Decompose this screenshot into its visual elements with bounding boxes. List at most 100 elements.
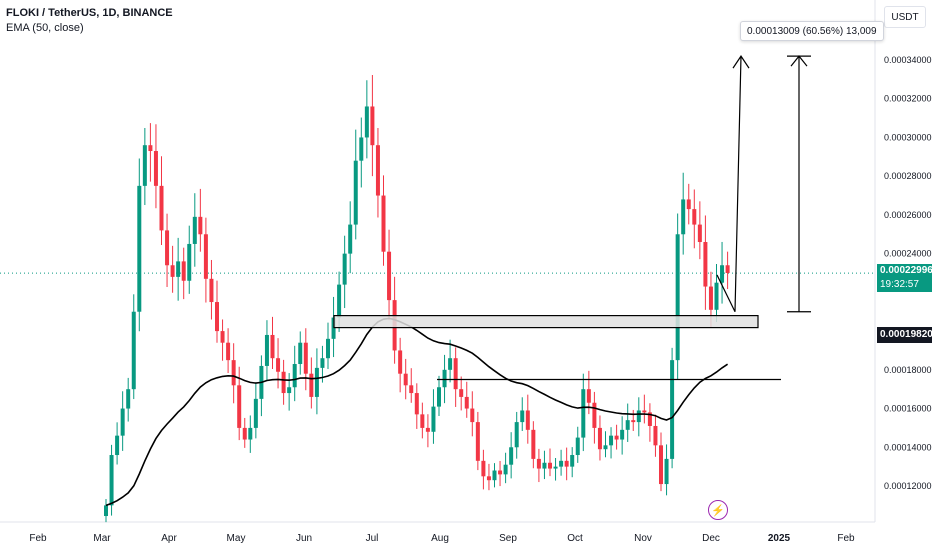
price-range-measure[interactable] [787,55,811,313]
candle [670,347,675,469]
candle [697,201,702,260]
x-tick-label: Feb [29,533,47,544]
candle [364,80,369,159]
candle [437,375,441,416]
candle [398,337,403,393]
candle [553,458,558,481]
candle [148,123,153,182]
candle [287,373,292,411]
candle [509,432,514,479]
candle [270,316,275,370]
candle [675,213,680,380]
candle [659,432,663,492]
candle [226,328,231,374]
y-tick-label: 0.00014000 [884,442,932,452]
candle [203,217,208,303]
candle [359,117,364,188]
candle [525,394,530,444]
currency-badge[interactable]: USDT [884,6,926,28]
candle [503,452,508,484]
candle [409,368,414,403]
current-price-tag: 0.00022996 19:32:57 [877,264,932,292]
candle [353,129,358,240]
candle [215,280,219,343]
ema-line [105,317,729,507]
candle [570,447,575,478]
candle [126,377,131,422]
candle [581,373,586,452]
candle [592,391,597,444]
candle [475,411,480,471]
candle [187,225,192,294]
candle [220,319,225,361]
candles [104,75,730,523]
candle [348,201,353,274]
x-axis-ticks: Feb Mar Apr May Jun Jul Aug Sep Oct Nov Dec 2025 Feb [29,533,855,544]
candle [153,124,158,209]
candle [109,444,114,516]
candle [303,328,308,391]
level-price-tag: 0.00019820 [877,327,932,343]
candle [614,424,619,450]
candle [403,358,408,400]
candle [170,245,175,293]
x-tick-label: Jul [366,533,379,544]
candle [609,427,614,459]
candle [720,241,725,304]
candle [647,403,652,442]
candle [514,411,519,459]
candle [520,397,525,431]
y-tick-label: 0.00030000 [884,132,932,142]
candle [253,382,258,439]
candle [425,414,430,448]
candle [653,414,658,457]
candle [276,338,281,389]
candle [281,359,286,405]
x-tick-label: Apr [161,533,177,544]
candle [575,426,580,463]
candle [597,415,602,461]
candle [314,348,319,415]
candle [159,156,164,246]
candle [181,247,186,300]
candle [120,391,125,451]
bar-countdown: 19:32:57 [880,279,919,290]
x-tick-label: Mar [93,533,111,544]
y-tick-label: 0.00026000 [884,210,932,220]
candle [326,322,330,370]
candle [536,448,541,483]
candle [381,175,386,266]
candle [198,188,203,252]
candle [470,391,475,437]
candle [620,416,625,455]
x-tick-label: Nov [634,533,652,544]
support-zone[interactable] [333,315,759,329]
indicator-label[interactable]: EMA (50, close) [6,22,84,34]
y-tick-label: 0.00012000 [884,481,932,491]
candle [464,381,469,418]
candle [387,229,392,321]
candle [548,448,552,477]
candle [176,237,181,301]
candle [131,294,136,400]
candle [714,264,719,323]
projection-arrow[interactable] [716,55,750,312]
candle [686,183,691,225]
lightning-icon[interactable]: ⚡ [708,500,728,520]
candle [448,339,453,383]
candle [453,347,458,407]
candle [542,450,547,480]
candle [142,128,147,206]
candle [309,357,314,409]
candle [259,355,264,417]
x-tick-label: Aug [431,533,449,544]
candle [625,403,630,442]
candle [242,417,247,448]
candle [165,213,170,288]
candle [486,463,491,491]
candle [603,431,608,458]
candle [115,422,120,465]
candle [342,235,347,309]
candle [192,193,197,267]
